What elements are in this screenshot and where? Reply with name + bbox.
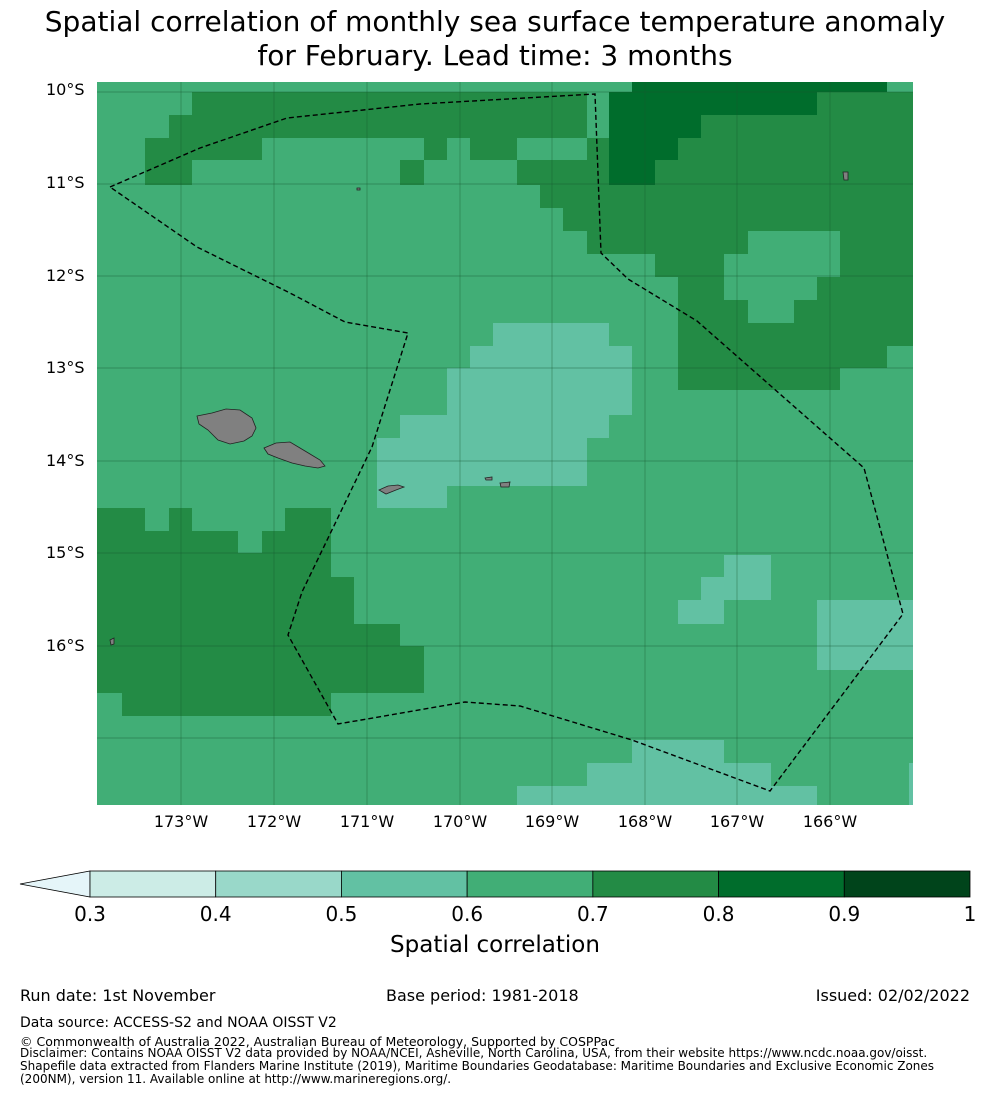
swains-island	[109, 637, 115, 646]
lon-label-173w: 173°W	[153, 812, 209, 831]
chart-title-line-1: Spatial correlation of monthly sea surfa…	[44, 5, 946, 38]
lat-label-14s: 14°S	[46, 451, 85, 470]
colorbar-segments	[19, 870, 971, 898]
region-corr-0.5-0.6-east-edge	[817, 600, 913, 670]
colorbar-extend-min	[19, 870, 91, 898]
data-source: Data source: ACCESS-S2 and NOAA OISST V2	[20, 1015, 337, 1031]
colorbar-tick-label: 0.7	[576, 902, 609, 926]
lon-label-172w: 172°W	[246, 812, 302, 831]
colorbar-label: Spatial correlation	[390, 932, 600, 958]
colorbar-tick-label: 0.6	[451, 902, 484, 926]
manua-island-1	[484, 476, 493, 481]
region-corr-0.7-0.8-southwest	[97, 508, 424, 716]
base-period: Base period: 1981-2018	[386, 986, 579, 1005]
small-island-northeast	[842, 171, 849, 181]
region-corr-0.5-0.6-east	[678, 555, 771, 624]
colorbar-segment	[843, 870, 971, 898]
samoa-islands	[109, 171, 849, 646]
lat-label-11s: 11°S	[46, 173, 85, 192]
copyright-notice: © Commonwealth of Australia 2022, Austra…	[20, 1034, 615, 1049]
colorbar	[19, 870, 971, 898]
colorbar-segment	[341, 870, 468, 898]
upolu-island	[263, 441, 326, 469]
colorbar-segment	[89, 870, 217, 898]
region-corr-0.8-0.9	[609, 82, 887, 185]
eez-boundaries	[108, 93, 904, 792]
savaii-island	[196, 408, 257, 445]
colorbar-tick-label: 0.3	[74, 902, 106, 926]
chart-title-line-2: for February. Lead time: 3 months	[257, 39, 733, 72]
colorbar-tick-label: 0.4	[199, 902, 232, 926]
disclaimer-line-3: (200NM), version 11. Available online at…	[20, 1072, 452, 1086]
lat-label-10s: 10°S	[46, 80, 85, 99]
colorbar-segment	[718, 870, 845, 898]
colorbar-tick-label: 0.8	[702, 902, 735, 926]
lat-label-16s: 16°S	[46, 636, 85, 655]
region-corr-0.5-0.6-south	[517, 740, 817, 805]
colorbar-tick-label: 1	[963, 902, 977, 926]
disclaimer-line-2: Shapefile data extracted from Flanders M…	[20, 1059, 935, 1073]
region-corr-0.6-0.7-top-left-corner	[97, 82, 192, 185]
small-island-north	[356, 187, 361, 191]
lat-label-13s: 13°S	[46, 358, 85, 377]
correlation-map	[97, 82, 913, 805]
issued-date: Issued: 02/02/2022	[815, 986, 970, 1005]
disclaimer-line-1: Disclaimer: Contains NOAA OISST V2 data …	[20, 1046, 928, 1060]
lon-label-170w: 170°W	[432, 812, 488, 831]
lon-label-168w: 168°W	[617, 812, 673, 831]
map-gridlines	[97, 82, 913, 805]
run-date: Run date: 1st November	[20, 986, 216, 1005]
colorbar-segment	[215, 870, 342, 898]
lon-label-167w: 167°W	[709, 812, 765, 831]
region-corr-0.6-0.7-east-patch	[724, 231, 840, 323]
colorbar-segment	[466, 870, 594, 898]
region-corr-0.7-0.8-north	[145, 82, 913, 390]
manua-island-2	[499, 481, 511, 488]
colorbar-tick-label: 0.9	[828, 902, 861, 926]
colorbar-tick-label: 0.5	[325, 902, 358, 926]
region-corr-0.7-0.8-patch	[400, 160, 424, 185]
lat-label-12s: 12°S	[46, 266, 85, 285]
lon-label-169w: 169°W	[524, 812, 580, 831]
samoa-eez-boundary	[108, 93, 904, 792]
lon-label-171w: 171°W	[339, 812, 395, 831]
map-panel	[97, 82, 913, 805]
region-corr-0.5-0.6-south-edge	[909, 763, 913, 805]
tutuila-island	[378, 484, 406, 495]
colorbar-segment	[592, 870, 719, 898]
lat-label-15s: 15°S	[46, 543, 85, 562]
region-corr-0.5-0.6-central	[377, 323, 632, 508]
lon-label-166w: 166°W	[802, 812, 858, 831]
